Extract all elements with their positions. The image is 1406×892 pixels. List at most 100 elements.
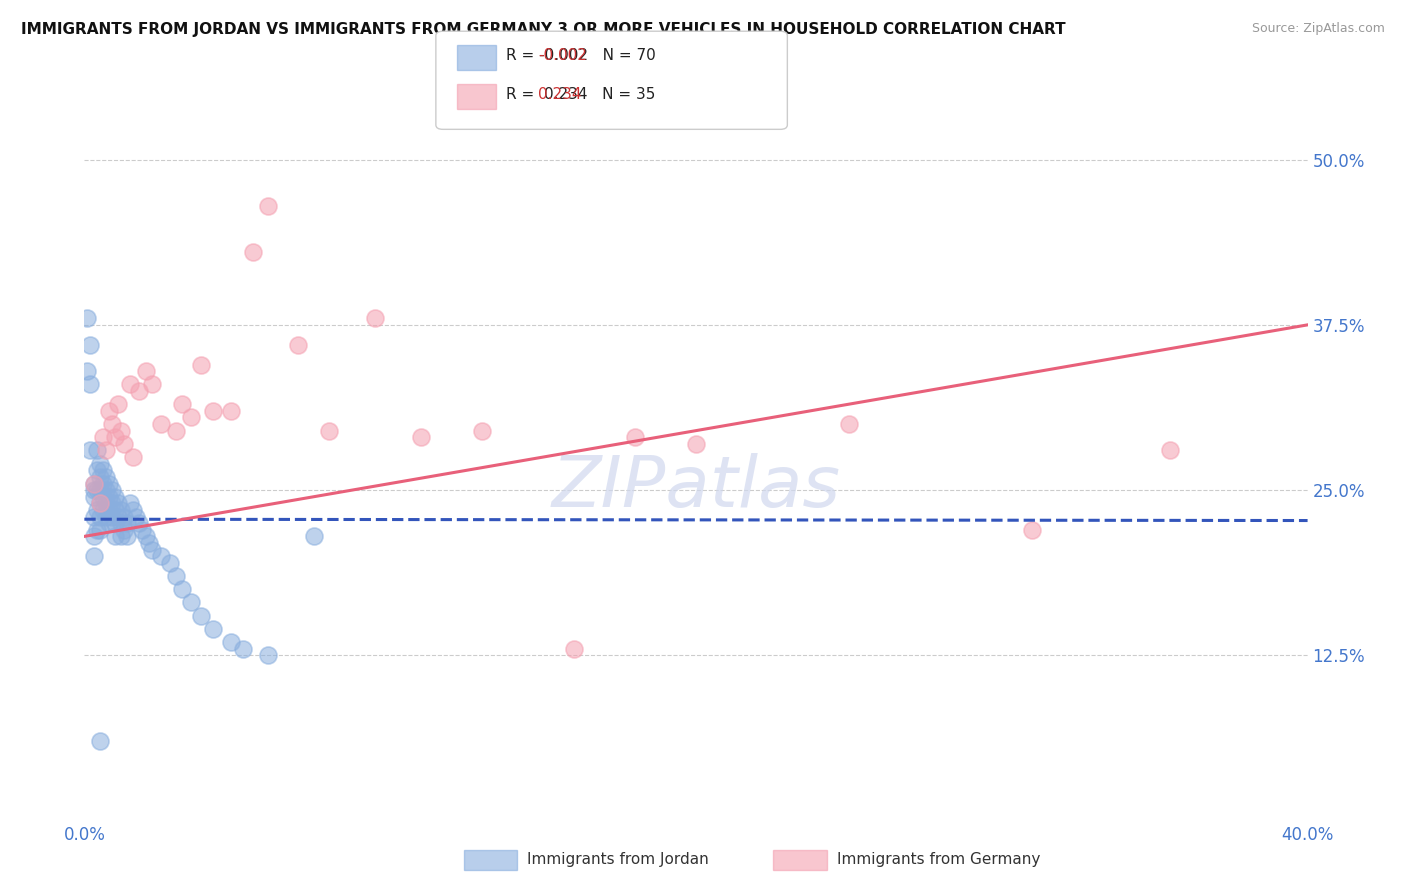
Point xyxy=(86,463,108,477)
Point xyxy=(149,549,172,564)
Point xyxy=(135,364,157,378)
Point xyxy=(201,404,224,418)
Point xyxy=(91,463,114,477)
Point xyxy=(97,476,120,491)
Text: Source: ZipAtlas.com: Source: ZipAtlas.com xyxy=(1251,22,1385,36)
Point xyxy=(97,490,120,504)
Point xyxy=(79,443,101,458)
Point xyxy=(83,476,105,491)
Text: Immigrants from Jordan: Immigrants from Jordan xyxy=(527,853,709,867)
Point xyxy=(219,404,242,418)
Point xyxy=(101,509,124,524)
Point xyxy=(110,424,132,438)
Point xyxy=(201,622,224,636)
Point xyxy=(219,635,242,649)
Point xyxy=(104,503,127,517)
Text: Immigrants from Germany: Immigrants from Germany xyxy=(837,853,1040,867)
Point xyxy=(104,430,127,444)
Point xyxy=(89,734,111,748)
Point xyxy=(76,311,98,326)
Text: IMMIGRANTS FROM JORDAN VS IMMIGRANTS FROM GERMANY 3 OR MORE VEHICLES IN HOUSEHOL: IMMIGRANTS FROM JORDAN VS IMMIGRANTS FRO… xyxy=(21,22,1066,37)
Point xyxy=(364,311,387,326)
Point xyxy=(115,529,138,543)
Point xyxy=(172,582,194,597)
Point xyxy=(91,430,114,444)
Point xyxy=(112,523,135,537)
Point xyxy=(89,470,111,484)
Point xyxy=(409,430,432,444)
Point xyxy=(562,641,585,656)
Text: ZIPatlas: ZIPatlas xyxy=(551,453,841,522)
Point xyxy=(110,516,132,531)
Point xyxy=(83,483,105,497)
Point xyxy=(165,569,187,583)
Point xyxy=(232,641,254,656)
Point xyxy=(97,516,120,531)
Point xyxy=(83,549,105,564)
Point xyxy=(97,404,120,418)
Point xyxy=(83,490,105,504)
Text: R = -0.002   N = 70: R = -0.002 N = 70 xyxy=(506,48,657,62)
Point xyxy=(165,424,187,438)
Point xyxy=(141,377,163,392)
Point xyxy=(89,496,111,510)
Point xyxy=(110,529,132,543)
Point xyxy=(122,503,145,517)
Point xyxy=(471,424,494,438)
Point xyxy=(190,358,212,372)
Point xyxy=(94,443,117,458)
Point xyxy=(141,542,163,557)
Point xyxy=(94,496,117,510)
Point xyxy=(94,483,117,497)
Point xyxy=(101,483,124,497)
Point xyxy=(83,529,105,543)
Point xyxy=(624,430,647,444)
Point xyxy=(83,509,105,524)
Point xyxy=(97,503,120,517)
Point xyxy=(86,523,108,537)
Point xyxy=(318,424,340,438)
Point xyxy=(89,509,111,524)
Point xyxy=(115,516,138,531)
Point xyxy=(91,490,114,504)
Point xyxy=(89,483,111,497)
Point xyxy=(79,337,101,351)
Point xyxy=(257,199,280,213)
Point xyxy=(89,523,111,537)
Point xyxy=(257,648,280,663)
Text: -0.002: -0.002 xyxy=(538,48,588,62)
Point xyxy=(86,503,108,517)
Point xyxy=(79,377,101,392)
Point xyxy=(120,377,142,392)
Point xyxy=(89,457,111,471)
Point xyxy=(104,516,127,531)
Point xyxy=(125,509,148,524)
Text: R =  0.234   N = 35: R = 0.234 N = 35 xyxy=(506,87,655,102)
Point xyxy=(180,595,202,609)
Point xyxy=(159,556,181,570)
Point xyxy=(107,496,129,510)
Point xyxy=(83,476,105,491)
Point xyxy=(94,509,117,524)
Point xyxy=(685,437,707,451)
Point xyxy=(287,337,309,351)
Point xyxy=(120,496,142,510)
Point xyxy=(76,364,98,378)
Point xyxy=(101,417,124,431)
Point xyxy=(91,476,114,491)
Point xyxy=(107,397,129,411)
Point xyxy=(94,470,117,484)
Point xyxy=(1159,443,1181,458)
Point xyxy=(128,516,150,531)
Point xyxy=(838,417,860,431)
Point xyxy=(112,437,135,451)
Point xyxy=(180,410,202,425)
Point xyxy=(242,245,264,260)
Point xyxy=(128,384,150,398)
Point xyxy=(172,397,194,411)
Point xyxy=(91,503,114,517)
Text: 0.234: 0.234 xyxy=(538,87,582,102)
Point xyxy=(131,523,153,537)
Point xyxy=(135,529,157,543)
Point xyxy=(86,443,108,458)
